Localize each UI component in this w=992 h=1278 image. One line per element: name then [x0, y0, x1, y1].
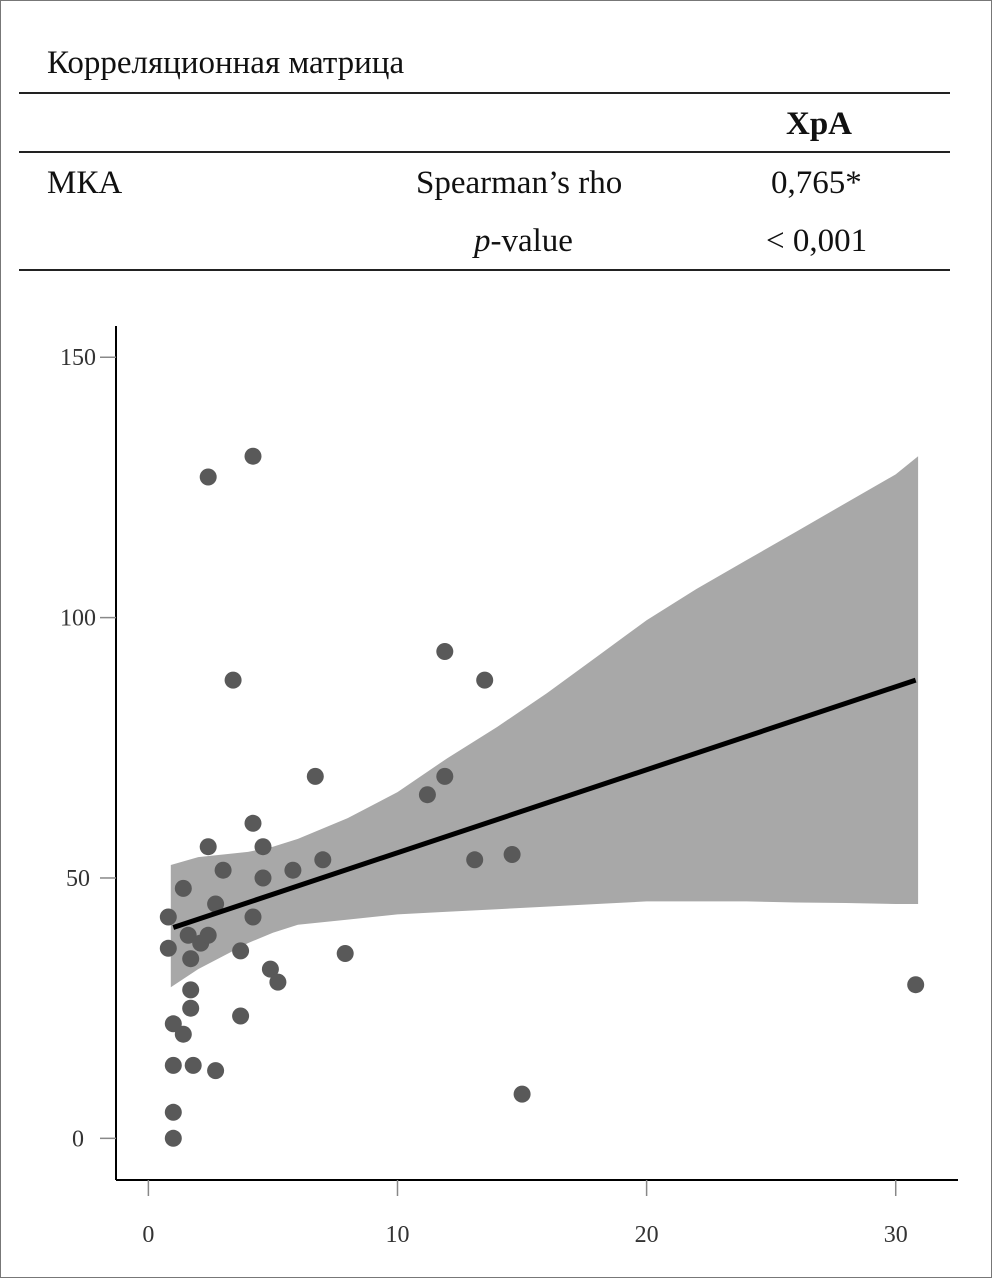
confidence-band	[170, 456, 919, 988]
table-header-rule	[19, 151, 950, 153]
data-point	[513, 1085, 531, 1103]
data-point	[199, 468, 217, 486]
pvalue-value: < 0,001	[766, 223, 868, 259]
data-point	[184, 1056, 202, 1074]
table-bottom-rule	[19, 269, 950, 271]
data-point	[179, 926, 197, 944]
data-point	[436, 643, 454, 660]
data-point	[159, 939, 177, 957]
data-point	[182, 999, 200, 1017]
data-point	[269, 973, 287, 991]
x-tick-label: 20	[635, 1222, 659, 1248]
spearman-value: 0,765*	[771, 165, 862, 201]
data-point	[159, 908, 177, 926]
data-point	[306, 767, 324, 785]
x-tick-label: 10	[385, 1222, 409, 1248]
data-point	[284, 861, 302, 879]
x-tick-label: 30	[884, 1222, 908, 1248]
data-point	[436, 767, 454, 785]
data-point	[254, 838, 272, 856]
data-point	[232, 1007, 250, 1025]
data-point	[174, 1025, 192, 1043]
data-point	[418, 786, 436, 804]
data-point	[224, 671, 242, 689]
y-tick-label: 100	[60, 606, 96, 632]
x-tick-label: 0	[142, 1222, 154, 1248]
data-point	[244, 814, 262, 832]
y-tick-label: 150	[60, 345, 96, 371]
pvalue-label: p-value	[474, 223, 573, 260]
column-header: ХрА	[786, 106, 853, 142]
data-point	[182, 981, 200, 999]
data-point	[466, 851, 484, 869]
data-point	[164, 1129, 182, 1147]
data-point	[164, 1103, 182, 1121]
data-point	[199, 926, 217, 944]
data-point	[476, 671, 494, 689]
data-point	[314, 851, 332, 869]
trend-line	[172, 677, 917, 930]
data-point	[232, 942, 250, 960]
data-point	[207, 1062, 225, 1080]
data-point	[164, 1056, 182, 1074]
scatter-chart: 0 50 100 150 0 10 20 30	[60, 326, 958, 1248]
data-point	[261, 960, 279, 978]
pvalue-label-rest: -value	[490, 223, 573, 259]
data-point	[207, 895, 225, 913]
data-point	[907, 976, 925, 994]
data-point	[199, 838, 217, 856]
y-tick-label: 0	[72, 1126, 84, 1152]
data-point	[336, 945, 354, 962]
data-point	[244, 908, 262, 926]
data-point	[182, 950, 200, 968]
data-point	[254, 869, 272, 887]
data-point	[214, 861, 232, 879]
pvalue-italic-p: p	[474, 223, 491, 259]
data-point	[503, 846, 521, 863]
spearman-label: Spearman’s rho	[416, 165, 623, 201]
data-point	[174, 879, 192, 897]
table-top-rule	[19, 92, 950, 94]
row-label: МКА	[47, 165, 123, 201]
y-tick-label: 50	[66, 866, 90, 892]
table-title: Корреляционная матрица	[47, 45, 405, 81]
data-point	[244, 447, 262, 465]
